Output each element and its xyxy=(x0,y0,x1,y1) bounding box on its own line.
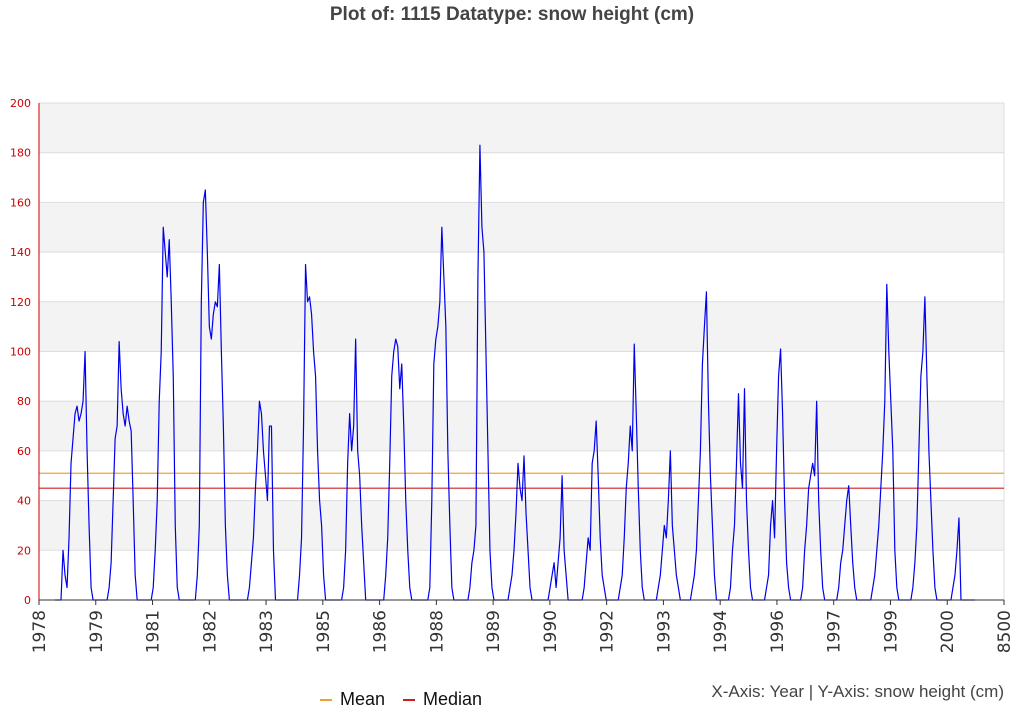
y-tick-label: 200 xyxy=(10,97,31,110)
y-tick-label: 80 xyxy=(17,395,31,408)
legend-swatch-median xyxy=(403,698,416,701)
x-tick-label: 1981 xyxy=(144,610,164,653)
legend-label-mean: Mean xyxy=(340,689,386,709)
x-tick-label: 1988 xyxy=(427,610,447,653)
x-tick-label: 1993 xyxy=(654,610,674,653)
legend-item-mean: Mean xyxy=(320,689,385,710)
y-tick-label: 40 xyxy=(17,495,31,508)
y-tick-label: 120 xyxy=(10,296,31,309)
y-tick-label: 180 xyxy=(10,147,31,160)
y-tick-label: 100 xyxy=(10,346,31,359)
x-tick-label: 1978 xyxy=(30,610,50,653)
axis-caption: X-Axis: Year | Y-Axis: snow height (cm) xyxy=(711,682,1004,701)
x-tick-labels: 1978 1979 1981 1982 1983 1985 1986 1988 1989 1990… xyxy=(30,600,1015,653)
legend-label-median: Median xyxy=(423,689,483,709)
x-tick-label: 1999 xyxy=(881,610,901,653)
x-tick-label: 1989 xyxy=(484,610,504,653)
grid-band xyxy=(39,301,1004,352)
y-tick-label: 140 xyxy=(10,246,31,259)
x-tick-label: 1996 xyxy=(768,610,788,653)
y-tick-label: 60 xyxy=(17,445,31,458)
grid-band xyxy=(39,500,1004,551)
legend-swatch-mean xyxy=(320,698,332,701)
grid-band xyxy=(39,202,1004,253)
x-tick-label: 1997 xyxy=(825,610,845,653)
axes xyxy=(38,103,1004,601)
x-tick-label: 1982 xyxy=(200,610,220,653)
x-tick-label: 2000 xyxy=(938,610,958,653)
x-tick-label: 1979 xyxy=(87,610,107,653)
grid-band xyxy=(39,103,1004,153)
x-tick-label: 1992 xyxy=(598,610,618,653)
legend: Mean Median xyxy=(320,689,482,710)
x-tick-label: 1983 xyxy=(257,610,277,653)
series-layer xyxy=(55,144,975,601)
y-tick-labels: 0 20 40 60 80 100 120 140 160 180 200 xyxy=(10,97,31,607)
y-tick-label: 0 xyxy=(24,594,31,607)
y-tick-label: 20 xyxy=(17,544,31,557)
x-tick-label: 1990 xyxy=(541,610,561,653)
x-tick-label: 1994 xyxy=(711,610,731,653)
x-tick-label: 8500 xyxy=(995,610,1015,653)
series-line-snow-height xyxy=(55,144,975,601)
x-tick-label: 1985 xyxy=(314,610,334,653)
legend-item-median: Median xyxy=(403,689,482,710)
chart-title: Plot of: 1115 Datatype: snow height (cm) xyxy=(329,4,695,25)
y-tick-label: 160 xyxy=(10,196,31,209)
grid-band xyxy=(39,401,1004,451)
x-tick-label: 1986 xyxy=(371,610,391,653)
